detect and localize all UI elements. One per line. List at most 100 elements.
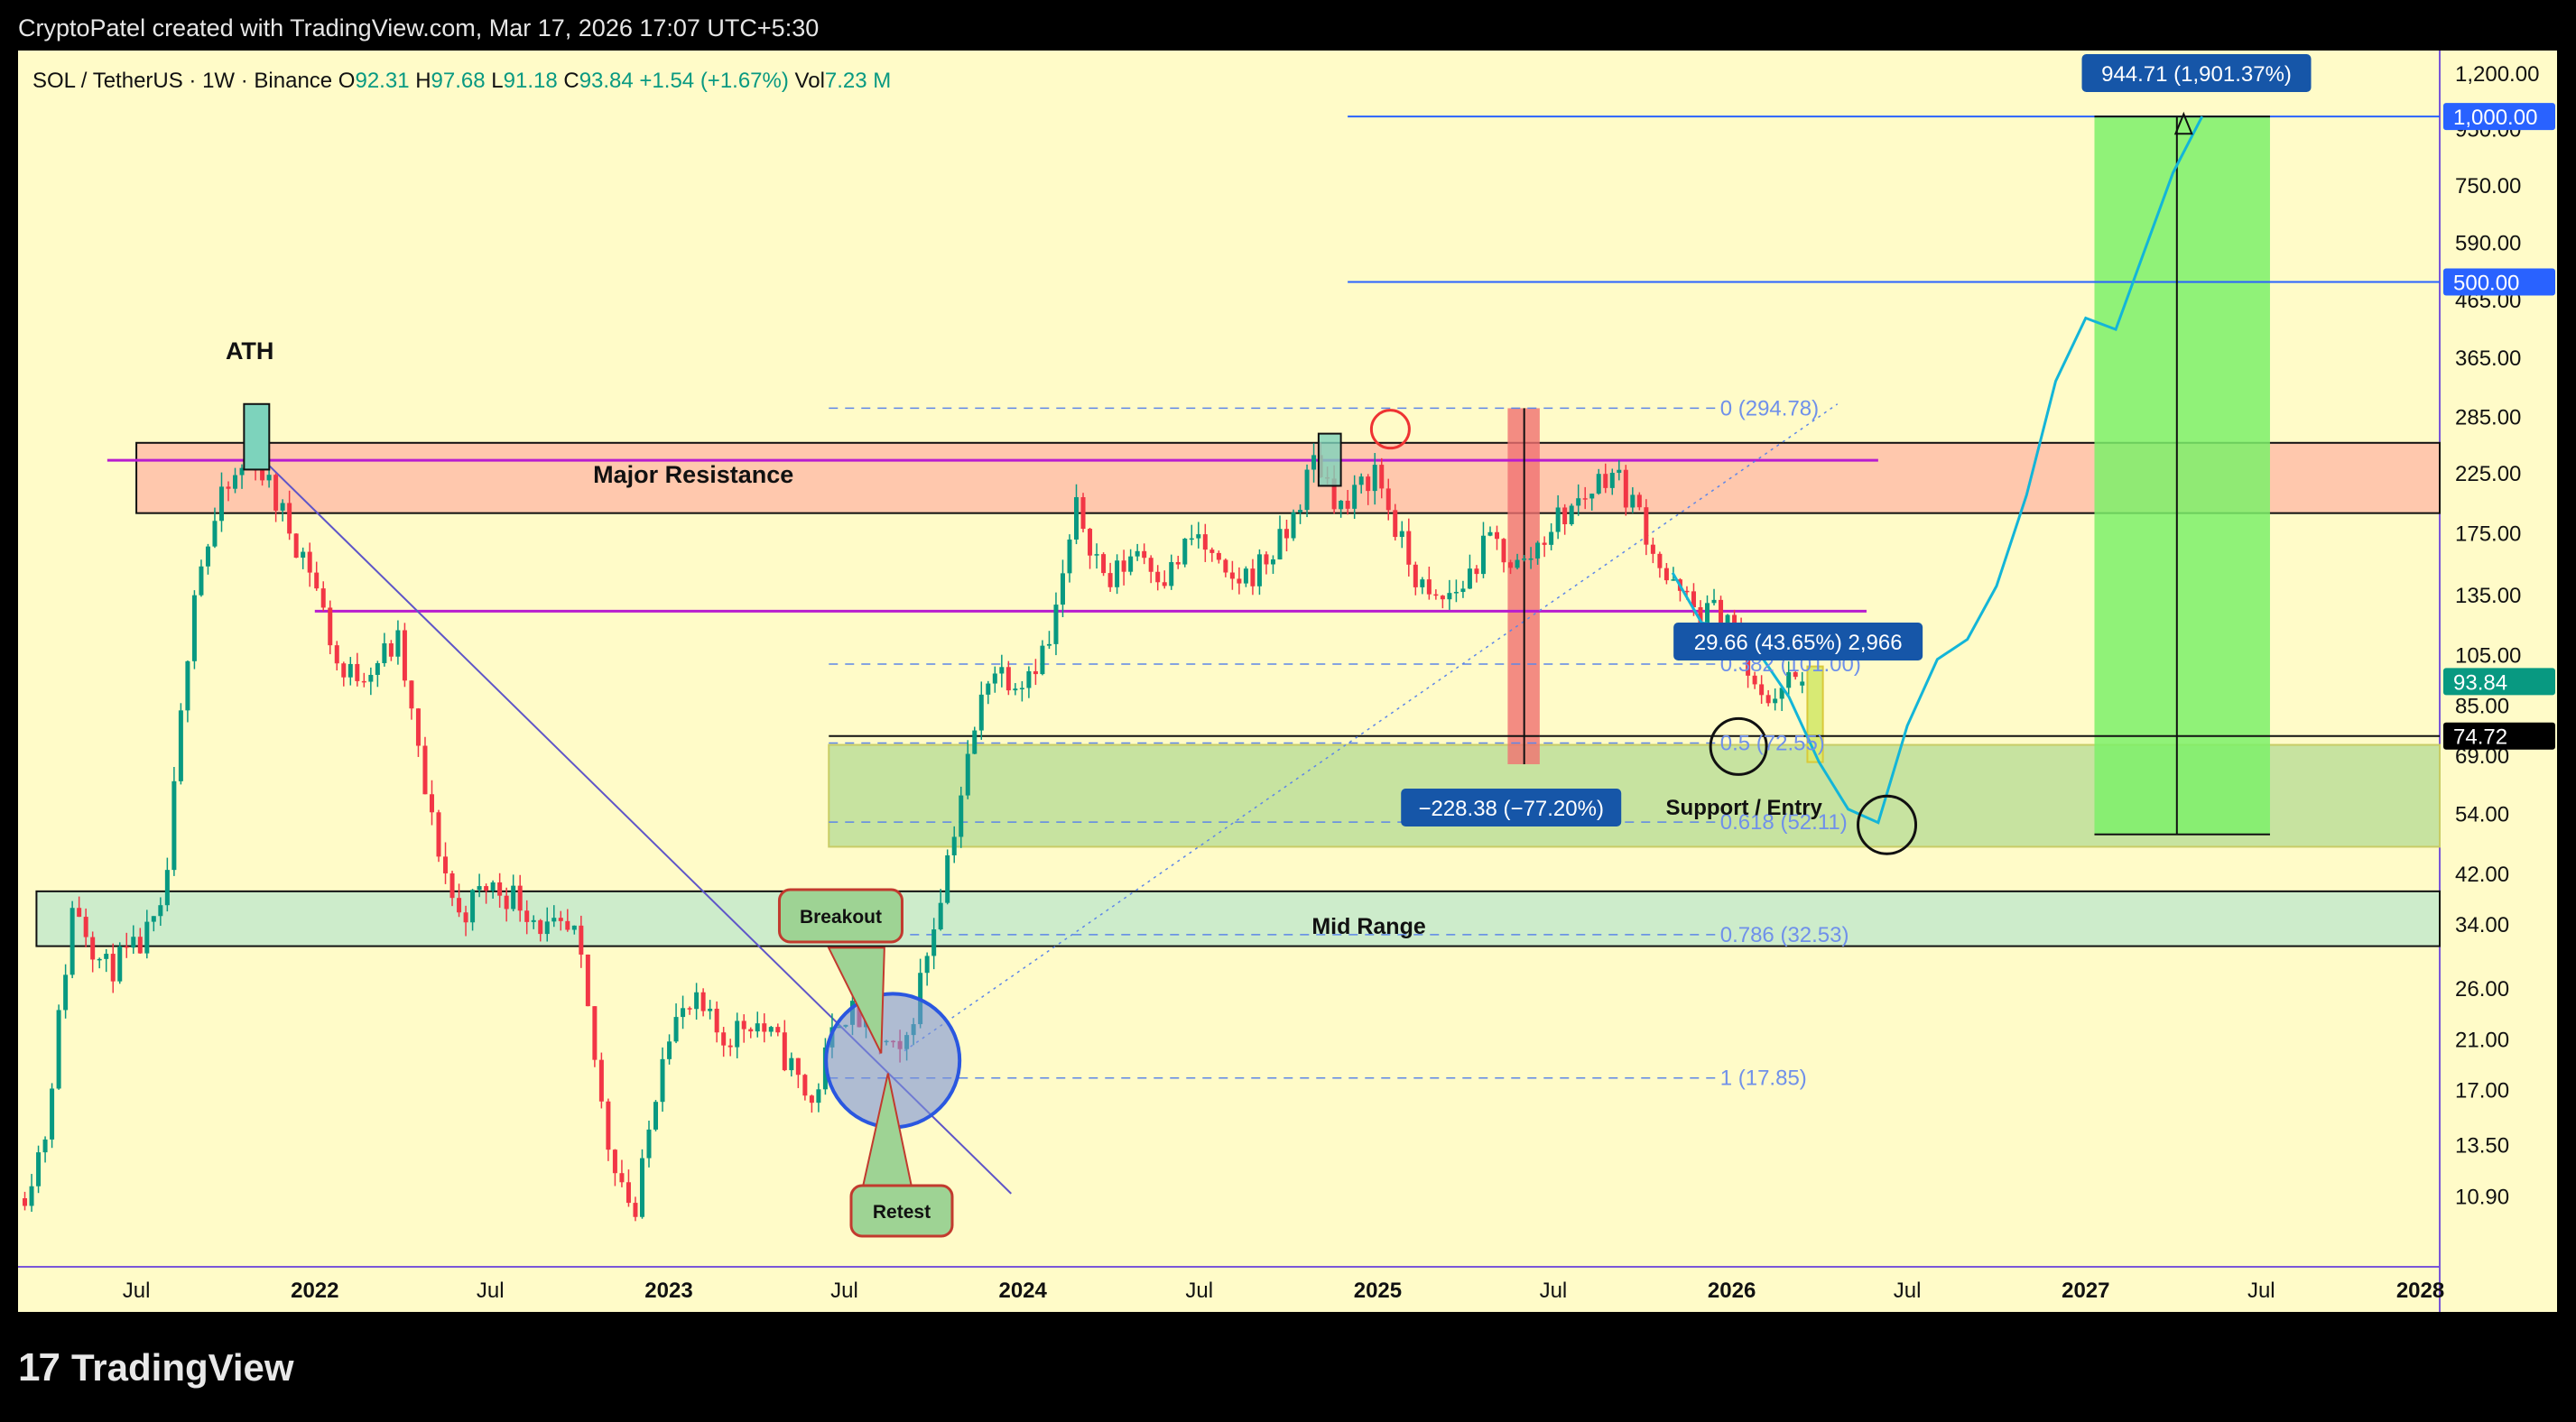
candle-body xyxy=(1264,554,1269,565)
candle-body xyxy=(673,1017,679,1042)
price-tag-box-3 xyxy=(2443,722,2555,750)
y-tick-10: 105.00 xyxy=(2455,644,2521,669)
price-tag-3: 74.72 xyxy=(2453,725,2507,750)
candle-body xyxy=(768,1027,774,1032)
candle-body xyxy=(951,836,957,855)
candle-body xyxy=(395,630,401,657)
candle-body xyxy=(741,1020,746,1030)
candle-body xyxy=(63,974,69,1011)
candle-body xyxy=(477,886,482,891)
candle-body xyxy=(1623,469,1628,508)
candle-body xyxy=(1800,681,1805,686)
candle-body xyxy=(1501,539,1506,563)
candle-body xyxy=(585,954,590,1007)
candle-body xyxy=(361,680,366,683)
price-tag-2: 93.84 xyxy=(2453,670,2507,695)
candle-body xyxy=(1617,469,1622,474)
candle-body xyxy=(1495,531,1500,540)
candle-body xyxy=(965,753,970,796)
x-tick-7: Jul xyxy=(1185,1279,1213,1303)
candle-body xyxy=(382,643,387,664)
time-axis[interactable] xyxy=(18,1267,2557,1312)
legend-part-5: L xyxy=(486,69,504,93)
x-tick-5: Jul xyxy=(830,1279,858,1303)
candle-body xyxy=(1033,670,1038,675)
legend-part-11: 7.23 M xyxy=(825,69,891,93)
candle-body xyxy=(1644,507,1649,545)
drop-measure-label: 29.66 (43.65%) 2,966 xyxy=(1694,631,1903,655)
candle-body xyxy=(999,667,1005,674)
candle-body xyxy=(1609,473,1615,488)
candle-body xyxy=(287,503,292,534)
candle-body xyxy=(1060,573,1065,605)
candle-body xyxy=(1460,588,1466,593)
candle-body xyxy=(164,870,170,906)
candle-body xyxy=(233,475,238,489)
candle-body xyxy=(1773,698,1778,704)
y-tick-8: 175.00 xyxy=(2455,522,2521,546)
x-tick-6: 2024 xyxy=(998,1279,1047,1303)
candle-body xyxy=(1549,531,1554,545)
candle-body xyxy=(1175,561,1181,565)
candle-body xyxy=(1046,643,1052,646)
candle-body xyxy=(1182,539,1188,565)
candle-body xyxy=(328,607,333,646)
candle-body xyxy=(1786,671,1792,688)
candle-body xyxy=(544,921,550,935)
top-caption-bar: CryptoPatel created with TradingView.com… xyxy=(0,0,2576,51)
candle-body xyxy=(619,1173,625,1183)
candle-body xyxy=(1148,558,1154,572)
plot-area[interactable] xyxy=(18,51,2440,1267)
candle-body xyxy=(1691,591,1696,607)
candle-body xyxy=(721,1032,727,1046)
candle-body xyxy=(29,1186,34,1206)
legend-part-8: 93.84 xyxy=(579,69,634,93)
candle-body xyxy=(1277,529,1283,560)
candle-body xyxy=(1223,559,1228,573)
legend-part-6: 91.18 xyxy=(504,69,558,93)
candle-body xyxy=(524,910,530,922)
candle-body xyxy=(77,908,82,918)
candle-body xyxy=(443,856,449,873)
candle-body xyxy=(1094,554,1099,556)
candle-body xyxy=(809,1095,814,1103)
candle-body xyxy=(1237,578,1242,584)
candle-body xyxy=(42,1139,48,1153)
candle-body xyxy=(1420,579,1425,587)
candle-body xyxy=(612,1150,617,1174)
candle-body xyxy=(1189,538,1194,540)
candle-body xyxy=(218,486,224,522)
x-tick-13: Jul xyxy=(2247,1279,2275,1303)
target-entry-circle xyxy=(1857,794,1918,855)
candle-body xyxy=(667,1041,672,1059)
candle-body xyxy=(110,954,116,982)
candle-body xyxy=(558,918,563,921)
ath-marker-box xyxy=(243,402,271,471)
candle-body xyxy=(1067,539,1072,574)
candle-body xyxy=(1663,568,1669,581)
candle-body xyxy=(1433,594,1439,596)
x-tick-8: 2025 xyxy=(1354,1279,1402,1303)
candle-body xyxy=(124,946,129,948)
candle-body xyxy=(625,1182,631,1204)
candle-body xyxy=(1352,485,1357,509)
x-tick-9: Jul xyxy=(1540,1279,1568,1303)
candle-body xyxy=(1603,474,1608,488)
candle-body xyxy=(538,919,543,935)
legend-part-2: 92.31 xyxy=(355,69,409,93)
candle-body xyxy=(1650,544,1655,554)
price-axis[interactable] xyxy=(2440,51,2557,1267)
candle-body xyxy=(470,890,476,923)
major-resistance-label: Major Resistance xyxy=(593,461,793,488)
y-tick-7: 225.00 xyxy=(2455,462,2521,486)
candle-body xyxy=(301,551,306,559)
x-tick-11: Jul xyxy=(1894,1279,1922,1303)
candle-body xyxy=(320,588,326,608)
candle-body xyxy=(1759,684,1765,696)
tradingview-brand[interactable]: 17 TradingView xyxy=(18,1343,294,1393)
y-tick-3: 590.00 xyxy=(2455,232,2521,256)
fib-label-5: 1 (17.85) xyxy=(1720,1066,1807,1091)
candle-body xyxy=(748,1029,754,1032)
target-box xyxy=(2094,116,2270,835)
